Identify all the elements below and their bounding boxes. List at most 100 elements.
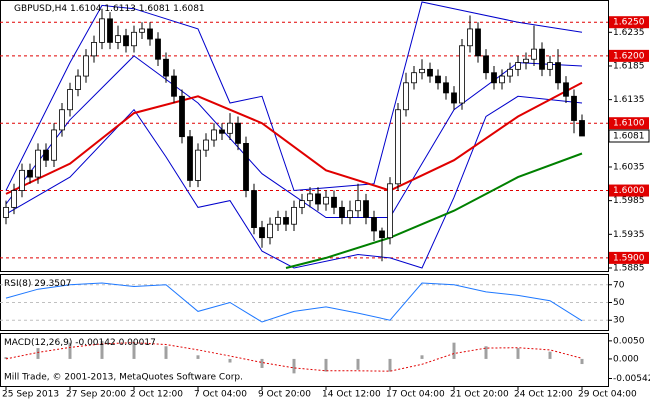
candle-body — [563, 82, 569, 97]
rsi-line — [5, 282, 583, 323]
price-label: 1.6081 — [613, 132, 645, 142]
candle-body — [579, 120, 585, 137]
overlay-line — [285, 152, 583, 269]
candle-body — [107, 18, 113, 43]
candle-body — [179, 95, 185, 138]
x-tick-label: 17 Oct 04:00 — [386, 390, 445, 400]
x-tick-label: 21 Oct 20:00 — [450, 390, 509, 400]
x-tick-label: 27 Sep 20:00 — [66, 390, 126, 400]
candle-body — [243, 143, 249, 191]
signal-last: 0.00017 — [119, 338, 156, 348]
header: GBPUSD,H4 1.6104 1.6113 1.6081 1.6081 — [14, 4, 205, 14]
macd-bar — [164, 346, 168, 359]
candle-body — [371, 217, 377, 232]
candle-body — [347, 210, 353, 218]
level-label: 1.6000 — [613, 186, 645, 196]
candle-body — [539, 48, 545, 70]
candle-body — [99, 18, 105, 43]
candle-body — [251, 190, 257, 228]
macd-bar — [452, 342, 456, 359]
candle-body — [459, 45, 465, 104]
macd-bar — [388, 358, 392, 372]
candle-body — [395, 109, 401, 185]
y-tick-label: 1.5935 — [613, 230, 645, 240]
candle-body — [211, 129, 217, 141]
candle-body — [355, 200, 361, 212]
macd-bar — [292, 358, 296, 374]
candle-body — [219, 129, 225, 134]
x-tick-label: 29 Oct 04:00 — [578, 390, 637, 400]
candle-body — [187, 136, 193, 181]
y-tick-label: 1.6235 — [613, 28, 645, 38]
candle-body — [379, 230, 385, 239]
candle-body — [27, 169, 33, 178]
level-label: 1.6100 — [613, 119, 645, 129]
overlay-line — [5, 55, 583, 218]
candle-body — [131, 31, 137, 47]
macd-bar — [260, 358, 264, 368]
candle-body — [267, 223, 273, 239]
candle-body — [83, 55, 89, 77]
candle-body — [275, 217, 281, 225]
macd-plot — [4, 340, 584, 374]
x-tick-label: 25 Sep 2013 — [2, 390, 59, 400]
macd-bar — [196, 355, 200, 359]
candle-body — [451, 92, 457, 104]
last-close: 1.6081 — [173, 4, 205, 14]
last-high: 1.6113 — [104, 4, 136, 14]
main-plot — [0, 1, 608, 269]
candle-body — [523, 58, 529, 64]
macd-bar — [228, 358, 232, 363]
candle-body — [427, 68, 433, 77]
x-tick-label: 14 Oct 12:00 — [322, 390, 381, 400]
level-box — [609, 251, 649, 264]
y-tick-label: 70 — [613, 280, 625, 290]
candle-body — [139, 28, 145, 33]
candle-body — [555, 62, 561, 84]
last-low: 1.6081 — [139, 4, 171, 14]
symbol: GBPUSD,H4 — [14, 4, 67, 14]
rsi-last: 29.3507 — [34, 279, 71, 289]
candle-body — [411, 72, 417, 84]
macd-label: MACD(12,26,9) — [4, 338, 72, 348]
candle-body — [331, 196, 337, 208]
candle-body — [203, 139, 209, 151]
candle-body — [307, 193, 313, 202]
candle-body — [19, 169, 25, 191]
level-box — [609, 117, 649, 130]
y-tick-label: 1.6185 — [613, 61, 645, 71]
overlay-line — [5, 81, 583, 195]
y-tick-label: 1.6035 — [613, 162, 645, 172]
candle-body — [147, 28, 153, 40]
rsi-header: RSI(8) 29.3507 — [4, 279, 71, 289]
candle-body — [467, 28, 473, 47]
last-open: 1.6104 — [70, 4, 102, 14]
candle-body — [323, 196, 329, 205]
level-label: 1.6200 — [613, 51, 645, 61]
candle-body — [171, 75, 177, 97]
macd-bar — [484, 346, 488, 359]
level-box — [609, 184, 649, 197]
macd-bar — [36, 348, 40, 359]
x-tick-label: 2 Oct 12:00 — [130, 390, 183, 400]
y-tick-label: 30 — [613, 316, 625, 326]
level-box — [609, 49, 649, 62]
candle-body — [3, 206, 9, 218]
x-tick-label: 9 Oct 20:00 — [258, 390, 311, 400]
level-label: 1.6250 — [613, 18, 645, 28]
candle-body — [363, 200, 369, 218]
y-tick-label: 1.5885 — [613, 263, 645, 273]
candle-body — [67, 89, 73, 111]
x-tick-label: 24 Oct 12:00 — [514, 390, 573, 400]
candle-body — [115, 35, 121, 43]
y-tick-label: -0.00542 — [613, 374, 650, 384]
macd-bar — [420, 355, 424, 359]
candle-body — [419, 68, 425, 74]
macd-bar — [516, 348, 520, 359]
candle-body — [571, 95, 577, 121]
candle-body — [43, 149, 49, 161]
candle-body — [283, 217, 289, 225]
candle-body — [499, 75, 505, 84]
signal-line — [5, 342, 583, 372]
y-tick-label: 1.5985 — [613, 196, 645, 206]
